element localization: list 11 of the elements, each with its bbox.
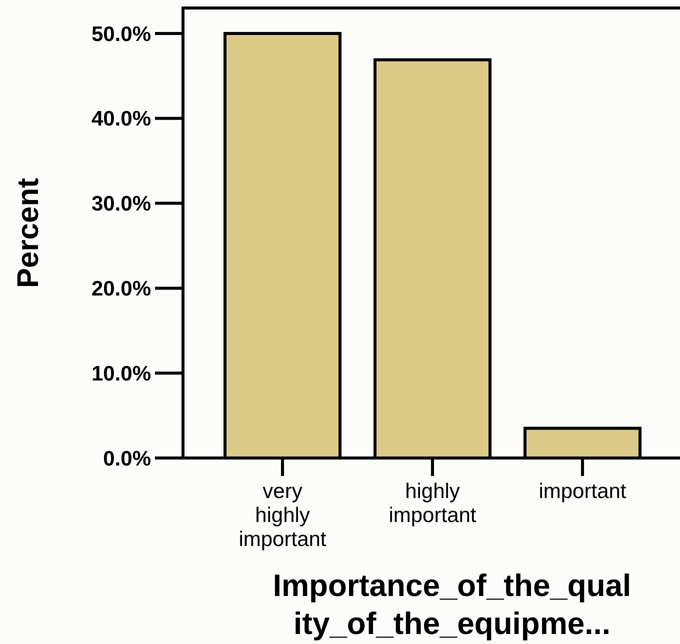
x-tick-label: highly important	[388, 480, 476, 527]
x-axis-title: Importance_of_the_quality_of_the_equipme...	[272, 568, 632, 641]
y-tick-label: 40.0%	[91, 108, 152, 131]
y-tick-label: 0.0%	[103, 447, 152, 470]
y-tick-label: 50.0%	[91, 22, 152, 46]
y-tick-label: 20.0%	[91, 278, 152, 301]
y-tick-label: 10.0%	[91, 362, 152, 386]
x-tick-label: important	[538, 480, 626, 503]
y-tick-label: 30.0%	[91, 192, 152, 216]
x-tick-label: very highly important	[238, 480, 326, 551]
y-axis-title: Percent	[12, 178, 45, 288]
